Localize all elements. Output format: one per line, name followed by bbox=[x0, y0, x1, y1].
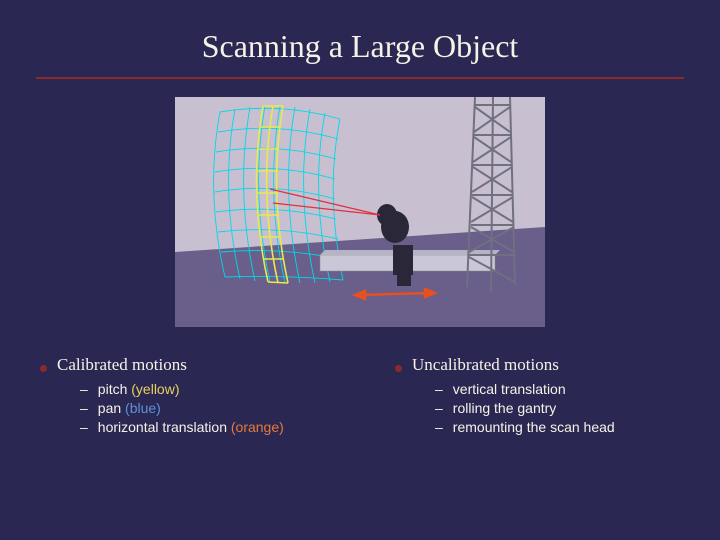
left-column: Calibrated motions – pitch (yellow) – pa… bbox=[40, 355, 325, 438]
right-heading: Uncalibrated motions bbox=[412, 355, 559, 375]
dash-icon: – bbox=[435, 400, 443, 416]
dash-icon: – bbox=[80, 400, 88, 416]
sub-label: remounting the scan head bbox=[453, 419, 615, 435]
sub-label: rolling the gantry bbox=[453, 400, 557, 416]
sub-label: pan (blue) bbox=[98, 400, 161, 416]
figure-3d-scan bbox=[175, 97, 545, 327]
left-sublist: – pitch (yellow) – pan (blue) – horizont… bbox=[80, 381, 325, 435]
title-underline bbox=[36, 77, 684, 79]
dash-icon: – bbox=[80, 419, 88, 435]
sub-item: – pan (blue) bbox=[80, 400, 325, 416]
sub-item: – rolling the gantry bbox=[435, 400, 680, 416]
dash-icon: – bbox=[435, 419, 443, 435]
left-heading: Calibrated motions bbox=[57, 355, 187, 375]
left-heading-row: Calibrated motions bbox=[40, 355, 325, 375]
bullet-dot-icon bbox=[395, 365, 402, 372]
sub-item: – remounting the scan head bbox=[435, 419, 680, 435]
sub-label: pitch (yellow) bbox=[98, 381, 180, 397]
sub-item: – vertical translation bbox=[435, 381, 680, 397]
dash-icon: – bbox=[80, 381, 88, 397]
sub-label: horizontal translation (orange) bbox=[98, 419, 284, 435]
right-heading-row: Uncalibrated motions bbox=[395, 355, 680, 375]
bullet-dot-icon bbox=[40, 365, 47, 372]
slide-title: Scanning a Large Object bbox=[0, 0, 720, 77]
sub-item: – pitch (yellow) bbox=[80, 381, 325, 397]
bullet-columns: Calibrated motions – pitch (yellow) – pa… bbox=[0, 355, 720, 438]
dash-icon: – bbox=[435, 381, 443, 397]
sub-item: – horizontal translation (orange) bbox=[80, 419, 325, 435]
laser-lines bbox=[270, 189, 380, 215]
sub-label: vertical translation bbox=[453, 381, 566, 397]
right-sublist: – vertical translation – rolling the gan… bbox=[435, 381, 680, 435]
scan-illustration bbox=[175, 97, 545, 327]
right-column: Uncalibrated motions – vertical translat… bbox=[395, 355, 680, 438]
